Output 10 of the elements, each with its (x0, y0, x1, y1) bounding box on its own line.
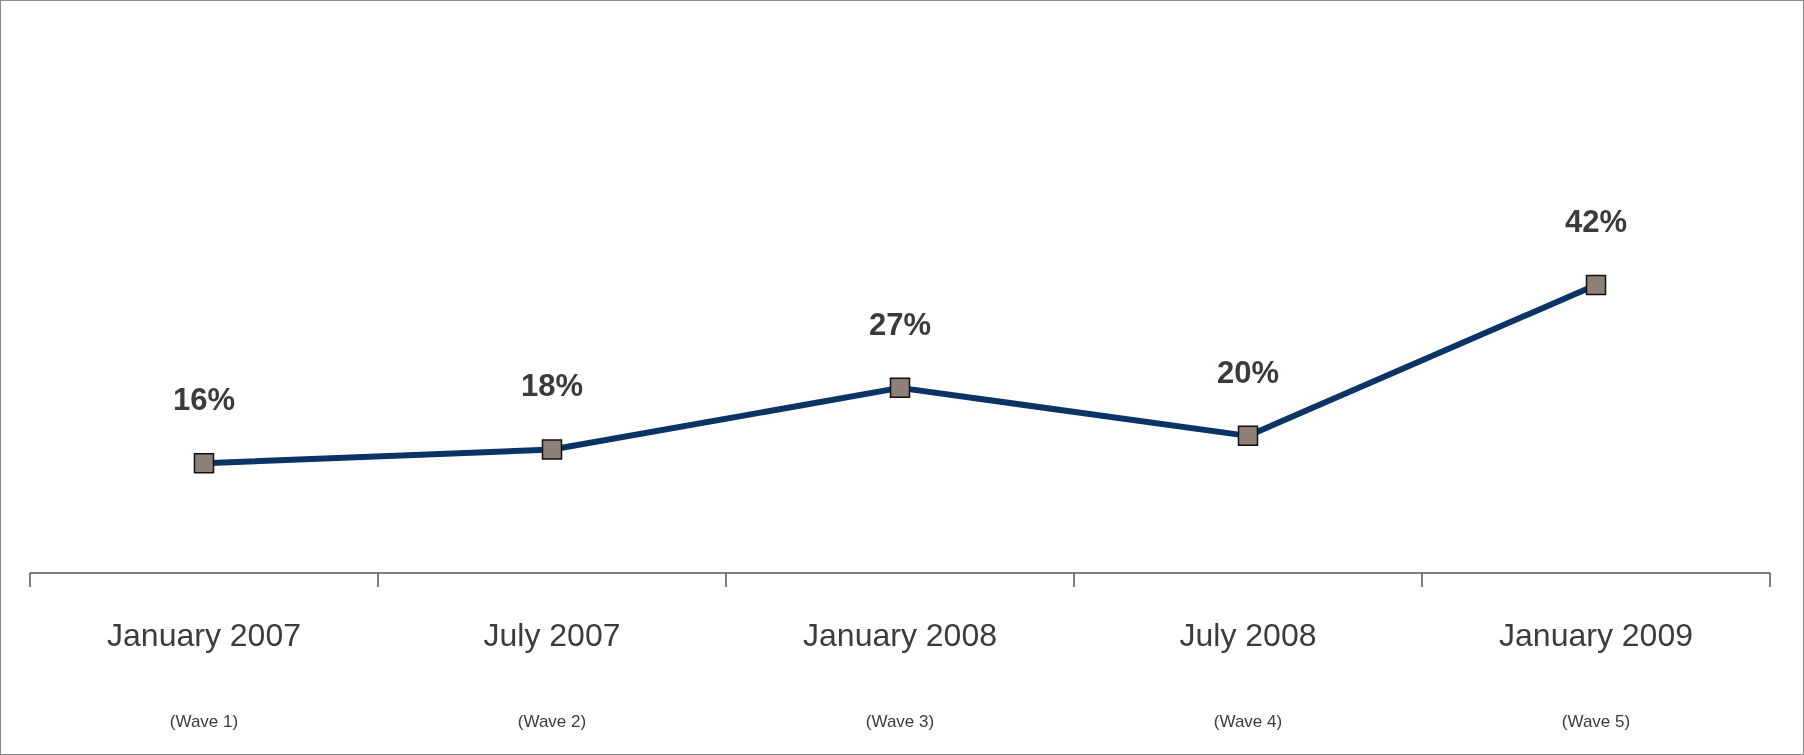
category-label: January 2009 (Wave 5) (1499, 617, 1693, 731)
category-label: January 2007 (Wave 1) (107, 617, 301, 731)
data-label: 20% (1216, 354, 1280, 390)
data-label: 18% (520, 368, 584, 404)
category-label: January 2008 (Wave 3) (803, 617, 997, 731)
data-label: 42% (1564, 203, 1628, 239)
category-label: July 2007 (Wave 2) (483, 617, 621, 731)
data-label: 27% (868, 306, 932, 342)
category-label: July 2008 (Wave 4) (1179, 617, 1317, 731)
data-label: 16% (172, 382, 236, 418)
